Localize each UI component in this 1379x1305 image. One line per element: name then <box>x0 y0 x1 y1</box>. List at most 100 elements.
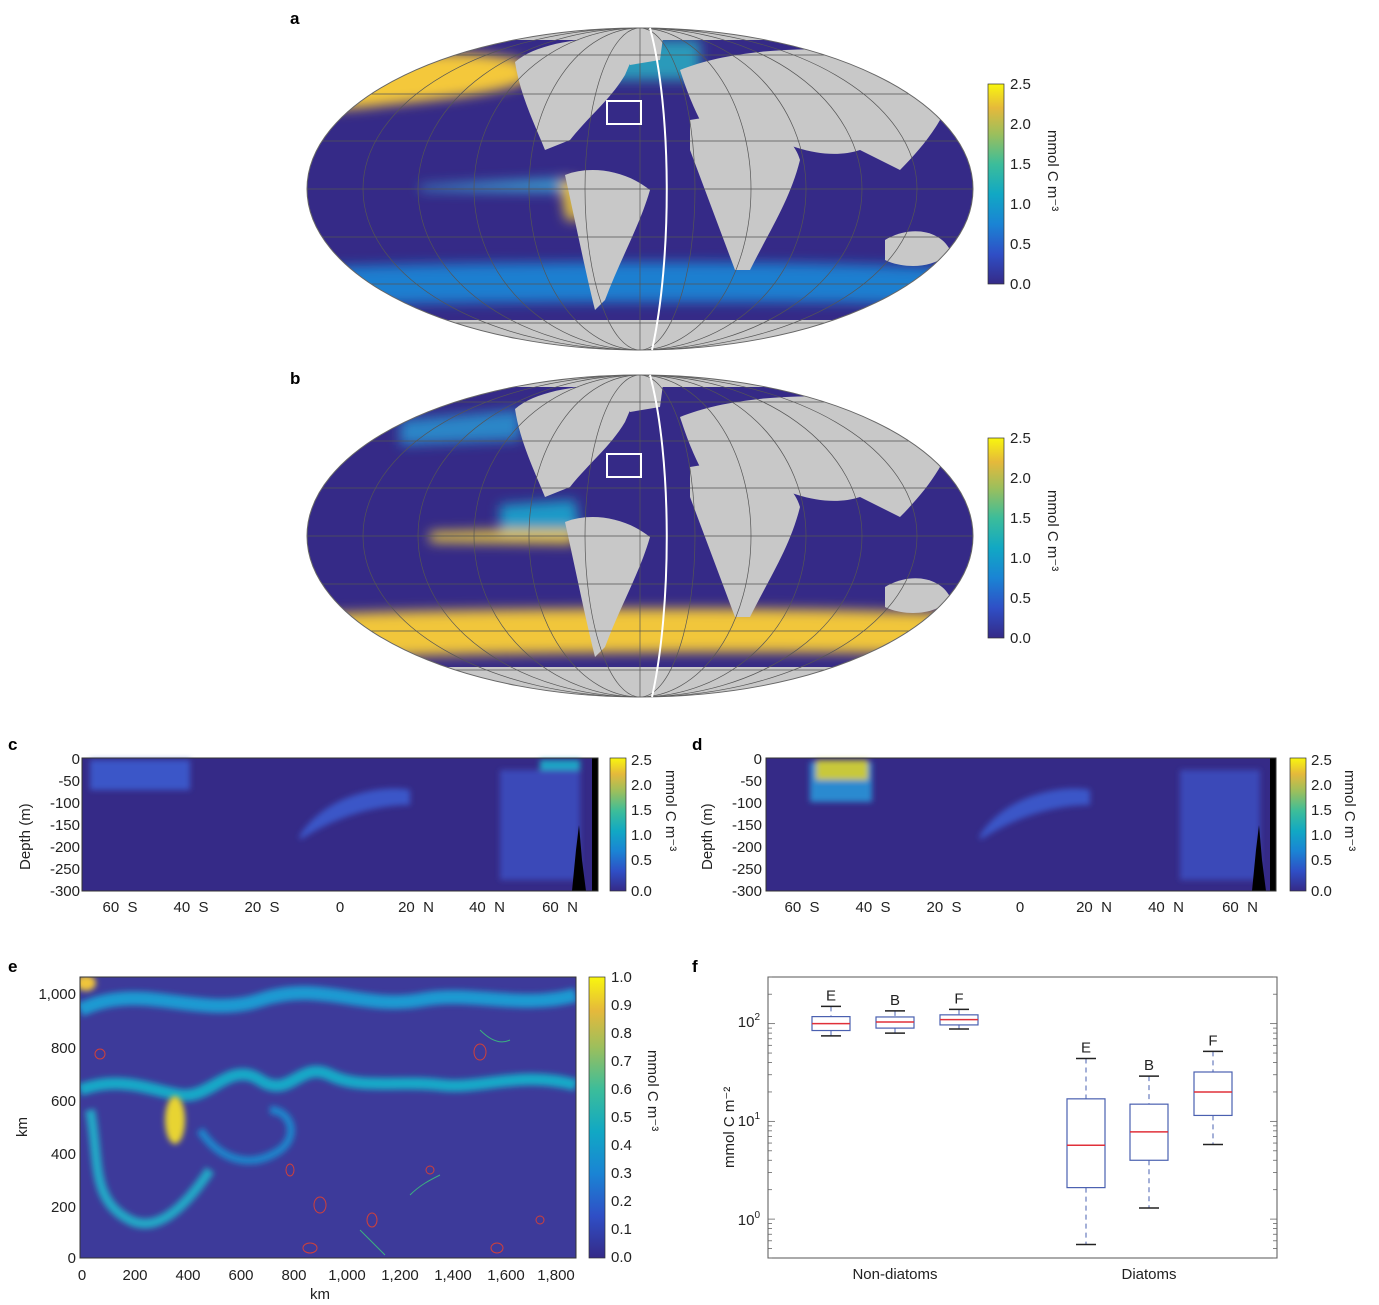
c-ytick: -250 <box>50 861 80 878</box>
south-america-a <box>565 170 650 310</box>
e-xtick: 800 <box>281 1267 306 1284</box>
eddy-field-e <box>80 977 576 1258</box>
section-d-tropical-dome <box>980 788 1090 840</box>
colorbar-b-ticks: 2.5 2.0 1.5 1.0 0.5 0.0 <box>1010 430 1031 647</box>
c-xtick: 40 S <box>173 899 208 916</box>
section-d-xticks: 60 S 40 S 20 S 0 20 N 40 N 60 N <box>784 899 1257 916</box>
c-xtick: 60 N <box>542 899 578 916</box>
colorbar-d-tick: 1.0 <box>1311 827 1332 844</box>
colorbar-c-tick: 1.5 <box>631 802 652 819</box>
d-ytick: -200 <box>732 839 762 856</box>
box-label: B <box>890 992 900 1009</box>
colorbar-a-tick: 1.0 <box>1010 196 1031 213</box>
eddy-field-frame <box>79 976 577 1259</box>
colorbar-c <box>609 757 627 892</box>
section-d-north-plume <box>1180 770 1260 880</box>
colorbar-e-tick: 0.1 <box>611 1221 632 1238</box>
section-d-seafloor <box>1252 825 1266 891</box>
category-label-diatoms: Diatoms <box>1121 1266 1176 1283</box>
colorbar-d <box>1289 757 1307 892</box>
colorbar-b <box>987 437 1005 639</box>
d-ytick: 0 <box>754 751 762 768</box>
c-ytick: -300 <box>50 883 80 900</box>
d-ytick: -300 <box>732 883 762 900</box>
eddy-filament-upper <box>80 986 576 1017</box>
colorbar-b-tick: 0.5 <box>1010 590 1031 607</box>
eddy-bloom-corner <box>80 977 96 991</box>
panel-a: a <box>290 9 1061 351</box>
section-c-yticks: 0 -50 -100 -150 -200 -250 -300 <box>50 751 80 900</box>
colorbar-e-tick: 0.6 <box>611 1081 632 1098</box>
section-d-frame <box>765 757 1277 892</box>
colorbar-a-tick: 2.0 <box>1010 116 1031 133</box>
e-xtick: 1,000 <box>328 1267 366 1284</box>
colorbar-d-label: mmol C m⁻³ <box>1341 770 1358 851</box>
map-b-north-pacific <box>400 410 520 445</box>
e-ytick: 1,000 <box>38 986 76 1003</box>
colorbar-b-tick: 1.5 <box>1010 510 1031 527</box>
box-iqr <box>1066 1098 1106 1189</box>
colorbar-c-tick: 2.0 <box>631 777 652 794</box>
d-ytick: -250 <box>732 861 762 878</box>
panel-b: b <box>290 369 1061 698</box>
e-xtick: 200 <box>122 1267 147 1284</box>
colorbar-a-tick: 0.5 <box>1010 236 1031 253</box>
f-ytick-100: 102 <box>738 1012 761 1031</box>
box-label: F <box>954 990 963 1007</box>
panel-label-b: b <box>290 369 300 388</box>
colorbar-d-tick: 2.0 <box>1311 777 1332 794</box>
section-c-xticks: 60 S 40 S 20 S 0 20 N 40 N 60 N <box>102 899 577 916</box>
category-label-non-diatoms: Non-diatoms <box>852 1266 937 1283</box>
c-xtick: 20 S <box>244 899 279 916</box>
section-c-tropical-dome <box>300 788 410 840</box>
panel-label-d: d <box>692 735 702 754</box>
eddy-field-background <box>80 977 576 1258</box>
eddy-swirl-mid <box>196 1106 295 1165</box>
section-c-north-plume <box>500 770 580 880</box>
section-c-south-patch <box>90 760 190 790</box>
colorbar-e <box>588 976 606 1259</box>
e-ytick: 800 <box>51 1040 76 1057</box>
panel-e-xticks: 0 200 400 600 800 1,000 1,200 1,400 1,60… <box>78 1267 575 1284</box>
eddy-contours-green <box>359 1029 511 1256</box>
colorbar-d-tick: 2.5 <box>1311 752 1332 769</box>
section-d-right-edge <box>1270 758 1276 891</box>
section-c-frame <box>81 757 599 892</box>
australia-b <box>885 578 950 613</box>
d-xtick: 60 S <box>784 899 819 916</box>
f-ytick-10: 101 <box>738 1111 761 1130</box>
colorbar-d-tick: 0.5 <box>1311 852 1332 869</box>
section-c-seafloor <box>572 825 586 891</box>
c-xtick: 60 S <box>102 899 137 916</box>
colorbar-c-label: mmol C m⁻³ <box>662 770 679 851</box>
map-a <box>307 28 973 350</box>
section-d-yticks: 0 -50 -100 -150 -200 -250 -300 <box>732 751 762 900</box>
section-d-ylabel: Depth (m) <box>699 803 716 870</box>
eddy-front-main <box>80 1065 576 1102</box>
box-label: E <box>826 987 836 1004</box>
panel-label-f: f <box>692 957 698 976</box>
colorbar-b-tick: 2.5 <box>1010 430 1031 447</box>
colorbar-a-tick: 0.0 <box>1010 276 1031 293</box>
d-xtick: 60 N <box>1222 899 1258 916</box>
box-label: E <box>1081 1039 1091 1056</box>
e-xtick: 1,800 <box>537 1267 575 1284</box>
australia-a <box>885 231 950 266</box>
d-xtick: 40 N <box>1148 899 1184 916</box>
section-c-right-edge <box>592 758 598 891</box>
d-ytick: -50 <box>740 773 762 790</box>
eddy-bloom-center <box>165 1096 185 1144</box>
colorbar-e-tick: 0.7 <box>611 1053 632 1070</box>
panel-label-a: a <box>290 9 300 28</box>
panel-e-xlabel: km <box>310 1286 330 1303</box>
f-ytick-1: 100 <box>738 1210 761 1229</box>
d-xtick: 20 S <box>926 899 961 916</box>
c-xtick: 20 N <box>398 899 434 916</box>
colorbar-e-label: mmol C m⁻³ <box>644 1050 661 1131</box>
colorbar-c-tick: 0.0 <box>631 883 652 900</box>
e-xtick: 1,400 <box>434 1267 472 1284</box>
south-america-b <box>565 517 650 657</box>
map-a-graticule <box>307 28 973 350</box>
panel-c: c 0 -50 -100 -150 -200 -250 -300 Depth (… <box>8 735 679 916</box>
